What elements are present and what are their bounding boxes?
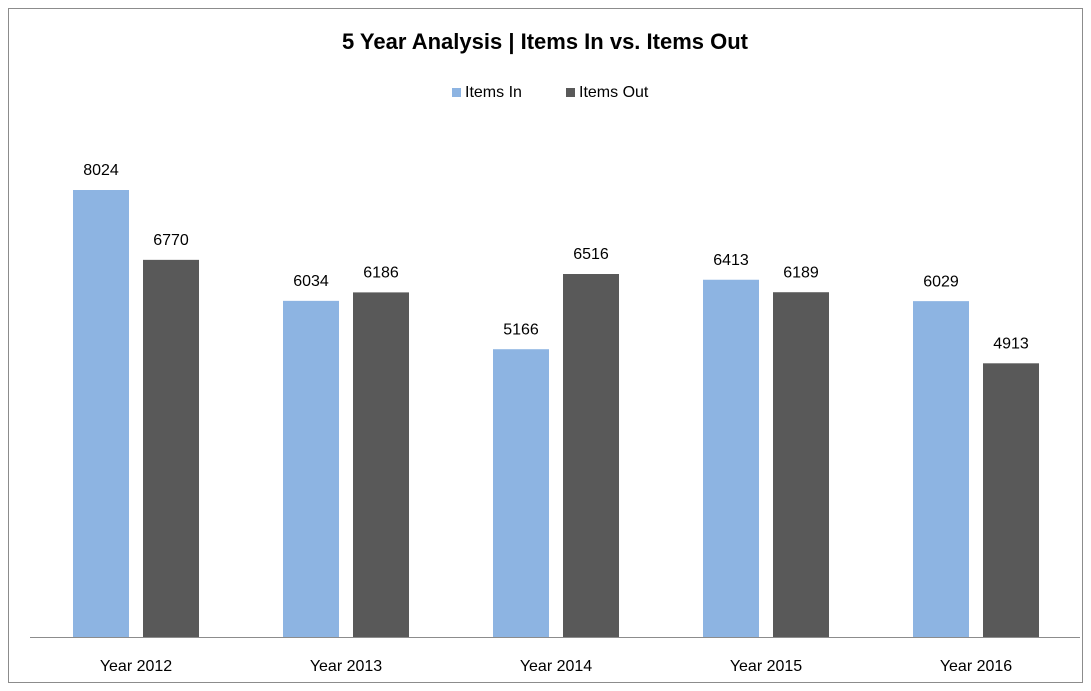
legend-label: Items In [465,84,522,101]
data-label: 6034 [293,273,329,290]
data-label: 8024 [83,162,119,179]
x-tick-label: Year 2016 [940,658,1012,675]
data-label: 6189 [783,264,819,281]
x-tick-label: Year 2015 [730,658,802,675]
bar [773,292,829,637]
bar [73,190,129,637]
data-label: 6186 [363,265,399,282]
bar [913,301,969,637]
data-label: 4913 [993,336,1029,353]
bar [983,363,1039,637]
bar [493,349,549,637]
data-label: 5166 [503,321,539,338]
bar [703,279,759,637]
bar [143,259,199,637]
bar [563,274,619,637]
data-label: 6770 [153,232,189,249]
data-label: 6413 [713,252,749,269]
bar [283,300,339,637]
bar [353,292,409,637]
chart-title: 5 Year Analysis | Items In vs. Items Out [342,29,749,54]
x-tick-label: Year 2012 [100,658,172,675]
data-label: 6516 [573,246,609,263]
x-tick-label: Year 2013 [310,658,382,675]
legend-swatch [566,88,575,97]
legend-label: Items Out [579,84,649,101]
data-label: 6029 [923,273,959,290]
legend-swatch [452,88,461,97]
x-tick-label: Year 2014 [520,658,592,675]
